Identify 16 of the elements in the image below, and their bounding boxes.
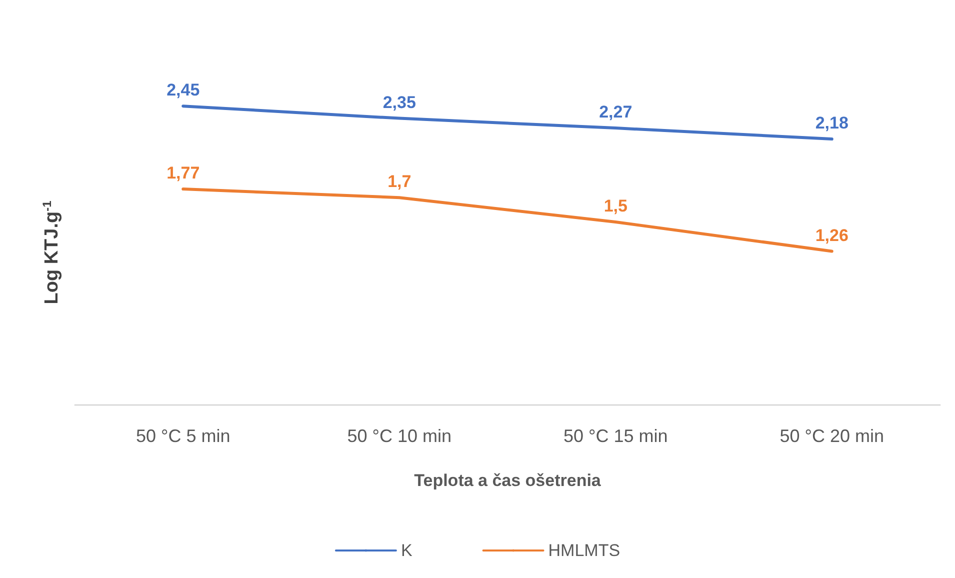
x-axis-title: Teplota a čas ošetrenia: [414, 471, 602, 490]
data-label: 2,45: [166, 80, 200, 100]
x-tick-label: 50 °C 15 min: [564, 426, 668, 446]
x-tick-label: 50 °C 20 min: [780, 426, 884, 446]
x-tick-label: 50 °C 5 min: [136, 426, 230, 446]
data-label: 2,18: [815, 114, 848, 133]
data-label: 1,5: [604, 196, 628, 216]
data-label: 1,7: [388, 172, 412, 192]
y-axis-title: Log KTJ.g-1: [40, 200, 62, 304]
data-label: 2,27: [599, 102, 632, 122]
x-tick-label: 50 °C 10 min: [347, 426, 452, 446]
data-label: 1,77: [166, 164, 200, 183]
legend-label: K: [400, 541, 413, 560]
data-label: 1,26: [815, 226, 848, 245]
data-label: 2,35: [382, 92, 416, 112]
legend-label: HMLMTS: [548, 541, 620, 560]
